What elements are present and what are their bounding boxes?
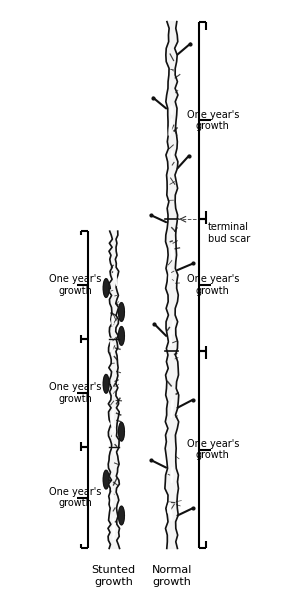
Polygon shape — [119, 506, 124, 525]
Ellipse shape — [112, 316, 113, 326]
Ellipse shape — [113, 447, 115, 455]
Text: One year's
growth: One year's growth — [49, 274, 101, 296]
Text: One year's
growth: One year's growth — [49, 487, 101, 508]
Text: Stunted
growth: Stunted growth — [92, 565, 136, 587]
Polygon shape — [103, 470, 109, 489]
Ellipse shape — [169, 119, 172, 136]
Ellipse shape — [113, 518, 115, 535]
Ellipse shape — [171, 245, 174, 260]
Ellipse shape — [171, 400, 173, 407]
Ellipse shape — [111, 408, 114, 424]
Ellipse shape — [112, 421, 114, 438]
Ellipse shape — [171, 151, 173, 158]
Text: One year's
growth: One year's growth — [49, 382, 101, 404]
Ellipse shape — [169, 268, 170, 283]
Ellipse shape — [113, 523, 114, 540]
Ellipse shape — [172, 320, 174, 334]
Ellipse shape — [171, 404, 173, 418]
Ellipse shape — [114, 273, 116, 279]
Polygon shape — [119, 326, 124, 345]
Ellipse shape — [111, 490, 113, 506]
Text: Normal
growth: Normal growth — [152, 565, 192, 587]
Text: One year's
growth: One year's growth — [187, 439, 239, 460]
Ellipse shape — [112, 412, 113, 425]
Polygon shape — [103, 278, 109, 298]
Ellipse shape — [168, 503, 171, 513]
Text: One year's
growth: One year's growth — [187, 110, 239, 131]
Ellipse shape — [171, 467, 173, 483]
Polygon shape — [119, 422, 124, 441]
Polygon shape — [108, 231, 120, 548]
Ellipse shape — [170, 508, 172, 521]
Ellipse shape — [114, 269, 117, 286]
Ellipse shape — [111, 416, 114, 431]
Text: terminal
bud scar: terminal bud scar — [208, 222, 250, 244]
Ellipse shape — [170, 331, 171, 346]
Polygon shape — [119, 302, 124, 322]
Ellipse shape — [111, 338, 113, 356]
Polygon shape — [165, 22, 179, 548]
Ellipse shape — [171, 106, 173, 115]
Polygon shape — [103, 374, 109, 393]
Text: One year's
growth: One year's growth — [187, 274, 239, 296]
